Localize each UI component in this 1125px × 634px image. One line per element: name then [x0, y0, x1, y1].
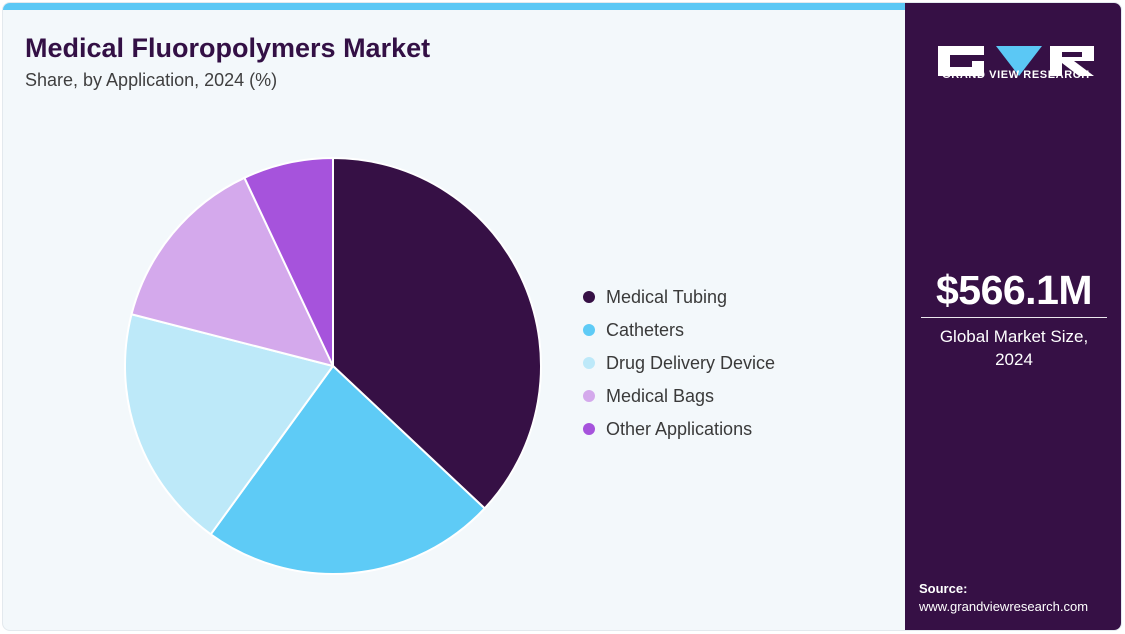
- legend-label: Medical Tubing: [606, 287, 728, 307]
- accent-bar: [3, 3, 905, 10]
- legend-swatch: [583, 324, 595, 336]
- legend-label: Medical Bags: [606, 386, 715, 406]
- summary-panel: GRAND VIEW RESEARCH $566.1M Global Marke…: [905, 3, 1121, 630]
- legend-item: Medical Bags: [581, 385, 775, 418]
- legend-label: Drug Delivery Device: [606, 353, 776, 373]
- legend-swatch: [583, 423, 595, 435]
- logo-wordmark: GRAND VIEW RESEARCH: [942, 69, 1090, 81]
- market-size-value: $566.1M: [935, 267, 1093, 313]
- chart-subtitle: Share, by Application, 2024 (%): [25, 70, 278, 90]
- chart-legend: Medical Tubing Catheters Drug Delivery Dev…: [581, 286, 775, 451]
- page-title: Medical Fluoropolymers Market: [25, 33, 431, 63]
- chart-panel: Medical Fluoropolymers Market Share, by …: [3, 3, 905, 630]
- legend-item: Other Applications: [581, 418, 775, 451]
- legend-swatch: [583, 291, 595, 303]
- pie-slice-medical-bags: [130, 176, 334, 367]
- pie-slice-medical-tubing: [332, 157, 542, 510]
- market-size-caption: Global Market Size, 2024: [939, 327, 1089, 369]
- pie-slice-other-applications: [243, 157, 334, 367]
- legend-swatch: [583, 390, 595, 402]
- pie-slice-drug-delivery-device: [124, 313, 334, 536]
- gvr-logo-icon: [938, 46, 1094, 76]
- legend-item: Medical Tubing: [581, 286, 775, 319]
- pie-slice-catheters: [209, 365, 486, 575]
- legend-item: Catheters: [581, 319, 775, 352]
- legend-item: Drug Delivery Device: [581, 352, 775, 385]
- source-label: Source:: [919, 581, 968, 596]
- legend-label: Other Applications: [606, 419, 753, 439]
- source-link[interactable]: www.grandviewresearch.com: [919, 599, 1089, 614]
- legend-label: Catheters: [606, 320, 685, 340]
- legend-swatch: [583, 357, 595, 369]
- divider: [921, 317, 1107, 318]
- pie-chart: [124, 157, 542, 575]
